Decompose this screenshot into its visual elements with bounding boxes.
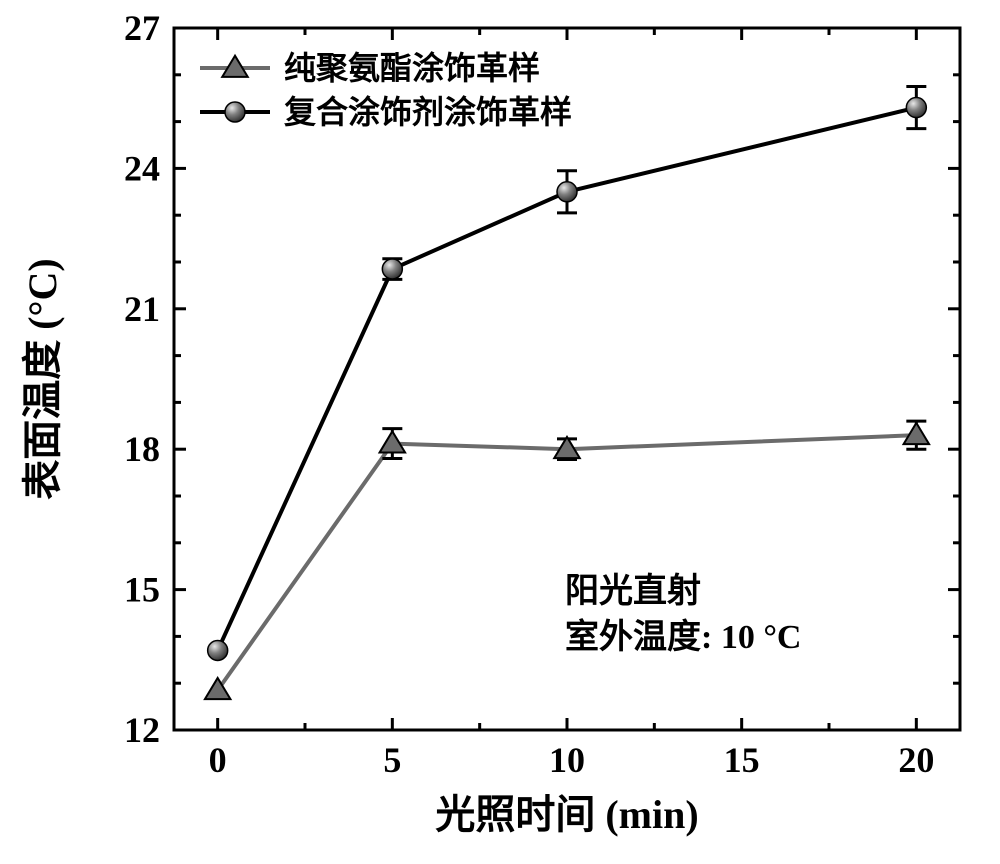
y-tick-label: 21	[124, 289, 160, 329]
chart-container: 0 5 10 15 20 光照时间 (min) 12 15 18 21 24 27 表面温度 (°C) 纯…	[0, 0, 1000, 864]
annotation-line: 室外温度: 10 °C	[565, 617, 801, 656]
marker-triangle	[205, 678, 231, 699]
x-tick-label: 0	[209, 740, 227, 780]
annotation-line: 阳光直射	[565, 572, 701, 610]
marker-circle	[208, 640, 228, 660]
marker-circle	[382, 259, 402, 279]
marker-circle	[906, 98, 926, 118]
y-tick-label: 18	[124, 429, 160, 469]
chart-svg: 0 5 10 15 20 光照时间 (min) 12 15 18 21 24 27 表面温度 (°C) 纯…	[0, 0, 1000, 864]
marker-triangle	[904, 423, 930, 444]
y-axis-title: 表面温度 (°C)	[20, 258, 65, 500]
legend-label: 复合涂饰剂涂饰革样	[284, 94, 572, 130]
x-tick-label: 10	[549, 740, 585, 780]
x-tick-label: 15	[724, 740, 760, 780]
legend: 纯聚氨酯涂饰革样复合涂饰剂涂饰革样	[200, 50, 572, 130]
y-tick-label: 27	[124, 8, 160, 48]
x-tick-label: 20	[898, 740, 934, 780]
legend-marker-circle	[225, 102, 245, 122]
marker-circle	[557, 182, 577, 202]
y-tick-label: 12	[124, 710, 160, 750]
x-axis-title: 光照时间 (min)	[435, 792, 698, 837]
x-tick-label: 5	[383, 740, 401, 780]
series-pure_pu	[205, 421, 929, 699]
legend-label: 纯聚氨酯涂饰革样	[284, 50, 540, 86]
y-tick-label: 15	[124, 570, 160, 610]
y-tick-label: 24	[124, 148, 160, 188]
